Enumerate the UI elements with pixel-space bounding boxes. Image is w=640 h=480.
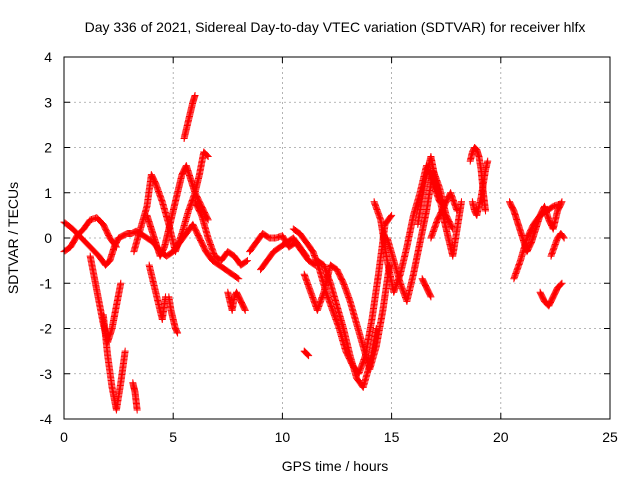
series-19 xyxy=(383,166,457,305)
data-point xyxy=(112,243,120,251)
data-point xyxy=(174,329,182,337)
data-point xyxy=(560,234,568,242)
data-point xyxy=(305,352,313,360)
series-4 xyxy=(129,379,141,414)
x-tick-label-1: 5 xyxy=(169,429,177,445)
y-tick-label-8: -4 xyxy=(40,411,53,427)
x-tick-label-4: 20 xyxy=(493,429,509,445)
y-tick-label-3: 1 xyxy=(44,185,52,201)
data-point xyxy=(557,199,565,207)
data-point xyxy=(241,306,249,314)
data-point xyxy=(241,305,249,313)
data-point xyxy=(204,216,212,224)
series-21 xyxy=(418,275,435,301)
x-tick-label-5: 25 xyxy=(602,429,618,445)
y-tick-label-2: 2 xyxy=(44,140,52,156)
data-point xyxy=(559,233,567,241)
x-tick-label-0: 0 xyxy=(60,429,68,445)
series-24 xyxy=(468,157,492,219)
data-point xyxy=(302,252,310,260)
series-20 xyxy=(414,153,465,260)
data-point xyxy=(302,251,310,259)
series-1 xyxy=(60,214,120,256)
y-tick-label-7: -3 xyxy=(40,366,53,382)
y-tick-label-5: -1 xyxy=(40,275,53,291)
series-26 xyxy=(510,200,564,283)
data-point xyxy=(242,257,250,265)
data-point xyxy=(203,152,211,160)
data-point xyxy=(112,242,120,250)
x-axis-label: GPS time / hours xyxy=(282,458,389,474)
y-tick-label-4: 0 xyxy=(44,230,52,246)
y-axis-label: SDTVAR / TECUs xyxy=(5,182,21,294)
data-point xyxy=(484,157,492,165)
series-7 xyxy=(145,261,170,323)
data-point xyxy=(453,207,461,215)
data-point xyxy=(557,280,565,288)
data-point xyxy=(235,275,243,283)
data-point xyxy=(387,213,395,221)
x-axis-ticks: 0 5 10 15 20 25 xyxy=(60,57,618,445)
data-point xyxy=(191,91,199,99)
series-16 xyxy=(300,347,313,360)
data-point xyxy=(304,351,312,359)
series-3 xyxy=(99,311,129,414)
series-11 xyxy=(224,288,249,314)
series-28 xyxy=(547,229,568,260)
series-10 xyxy=(191,198,251,269)
series-9 xyxy=(180,91,199,142)
x-tick-label-3: 15 xyxy=(384,429,400,445)
y-tick-label-6: -2 xyxy=(40,321,53,337)
data-point xyxy=(117,279,125,287)
series-22 xyxy=(427,189,461,242)
data-point xyxy=(243,257,251,265)
data-point xyxy=(202,151,210,159)
data-series xyxy=(60,91,568,414)
data-point xyxy=(204,215,212,223)
series-17 xyxy=(313,257,380,391)
y-tick-label-0: 4 xyxy=(44,49,52,65)
x-tick-label-2: 10 xyxy=(275,429,291,445)
data-point xyxy=(427,293,435,301)
series-6 xyxy=(143,148,212,260)
chart-title: Day 336 of 2021, Sidereal Day-to-day VTE… xyxy=(85,19,586,35)
data-point xyxy=(372,325,380,332)
series-8 xyxy=(165,293,182,337)
data-point xyxy=(121,347,129,355)
data-point xyxy=(556,281,564,289)
data-point xyxy=(556,200,564,208)
data-point xyxy=(234,274,242,282)
data-point xyxy=(204,153,212,161)
data-point xyxy=(133,406,141,414)
data-point xyxy=(303,350,311,358)
y-axis-ticks: 4 3 2 1 0 -1 -2 -3 -4 xyxy=(40,49,610,427)
y-tick-label-1: 3 xyxy=(44,94,52,110)
data-point xyxy=(482,207,490,215)
data-point xyxy=(426,292,434,300)
data-point xyxy=(173,328,181,336)
data-point xyxy=(388,211,396,219)
data-point xyxy=(457,198,465,206)
series-27 xyxy=(536,279,566,310)
series-13 xyxy=(257,234,310,274)
data-point xyxy=(558,279,566,287)
